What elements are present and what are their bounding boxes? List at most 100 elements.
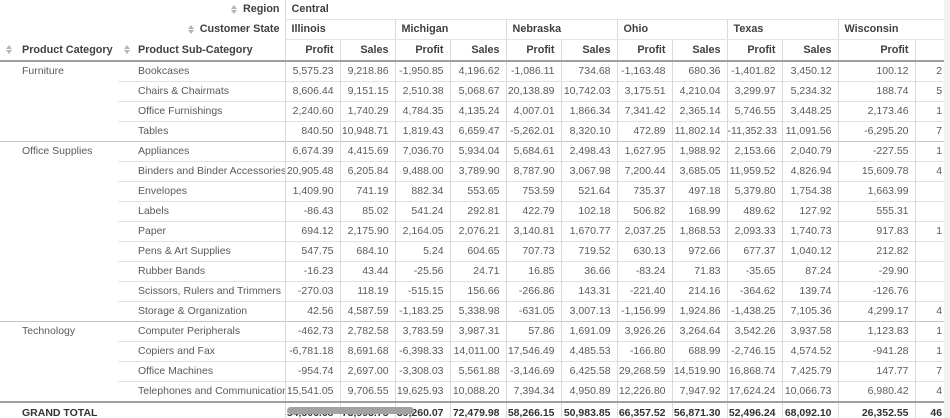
value-cell: 5,934.04: [449, 141, 507, 162]
value-cell: 422.79: [505, 201, 562, 222]
value-cell: 604.65: [449, 241, 507, 262]
value-cell: 719.52: [560, 241, 618, 262]
value-cell: -25.56: [394, 261, 451, 282]
value-cell: 118.19: [339, 281, 396, 302]
customer-state-sort-icon[interactable]: [187, 25, 194, 34]
customer-state-label-cell: Customer State: [0, 20, 285, 40]
value-cell: 4,587.59: [339, 301, 396, 322]
value-cell: 36.66: [560, 261, 618, 282]
value-cell: -3,146.69: [505, 361, 562, 382]
value-cell: 684.10: [339, 241, 396, 262]
value-cell: 11,959.52: [726, 161, 783, 182]
value-cell-truncated: 7: [914, 361, 945, 382]
product-category-sort-icon[interactable]: [6, 45, 12, 55]
value-cell: 17,546.49: [505, 341, 562, 362]
value-cell: 11,091.56: [781, 121, 839, 142]
value-cell: 741.19: [339, 181, 396, 202]
value-cell: 42.56: [284, 301, 341, 322]
value-cell: -2,746.15: [726, 341, 783, 362]
value-cell: 102.18: [560, 201, 618, 222]
value-cell: 5,338.98: [449, 301, 507, 322]
value-cell: 43.44: [339, 261, 396, 282]
value-cell: 497.18: [671, 181, 728, 202]
value-cell: 7,425.79: [781, 361, 839, 382]
subcategory-cell: Rubber Bands: [118, 261, 286, 282]
value-cell: 1,924.86: [671, 301, 728, 322]
value-cell: 20,905.48: [284, 161, 341, 182]
value-cell: 1,988.92: [671, 141, 728, 162]
value-cell: 3,926.26: [616, 321, 673, 342]
value-cell: 4,210.04: [671, 81, 728, 102]
sales-header: Sales: [560, 39, 618, 62]
value-cell: -1,183.25: [394, 301, 451, 322]
value-cell: 6,425.58: [560, 361, 618, 382]
value-cell: 8,787.90: [505, 161, 562, 182]
value-cell: 8,691.68: [339, 341, 396, 362]
right-gutter: [944, 0, 950, 418]
grand-total-value-truncated: 46: [914, 401, 945, 418]
grand-total-value: 50,983.85: [560, 401, 618, 418]
subcategory-cell: Binders and Binder Accessories: [118, 161, 286, 182]
value-cell: 292.81: [449, 201, 507, 222]
value-cell: 5,561.88: [449, 361, 507, 382]
value-cell-truncated: 7: [914, 121, 945, 142]
value-cell-truncated: 4: [914, 161, 945, 182]
value-cell: 2,076.21: [449, 221, 507, 242]
horizontal-scrollbar-thumb[interactable]: [287, 407, 414, 414]
value-cell: 2,240.60: [284, 101, 341, 122]
value-cell: 24.71: [449, 261, 507, 282]
subcategory-cell: Envelopes: [118, 181, 286, 202]
grand-total-value: 58,266.15: [505, 401, 562, 418]
profit-header: Profit: [837, 39, 916, 62]
product-subcategory-sort-icon[interactable]: [124, 45, 130, 55]
value-cell: 11,802.14: [671, 121, 728, 142]
grand-total-value: 26,352.55: [837, 401, 916, 418]
state-header-illinois: Illinois: [284, 19, 396, 40]
table-row: Labels -86.43 85.02 541.24 292.81 422.79 102.1…: [0, 201, 945, 222]
value-cell: 7,341.42: [616, 101, 673, 122]
value-cell: 2,153.66: [726, 141, 783, 162]
value-cell: 2,093.33: [726, 221, 783, 242]
value-cell: 3,175.51: [616, 81, 673, 102]
value-cell: 5,575.23: [284, 60, 341, 82]
region-sort-icon[interactable]: [230, 5, 237, 15]
value-cell: 2,164.05: [394, 221, 451, 242]
sales-header: Sales: [449, 39, 507, 62]
value-cell: -126.76: [837, 281, 916, 302]
value-cell: 2,697.00: [339, 361, 396, 382]
value-cell: 214.16: [671, 281, 728, 302]
value-cell: 2,040.79: [781, 141, 839, 162]
value-cell: -1,163.48: [616, 60, 673, 82]
region-row: Region Central: [0, 0, 945, 20]
region-value: Central: [284, 0, 945, 20]
product-category-sort-cell: [0, 39, 18, 62]
value-cell: -5,262.01: [505, 121, 562, 142]
value-cell-truncated: [914, 241, 945, 262]
value-cell: 12,226.80: [616, 381, 673, 402]
value-cell: 2,498.43: [560, 141, 618, 162]
value-cell-truncated: 1: [914, 101, 945, 122]
value-cell: 1,868.53: [671, 221, 728, 242]
value-cell: -35.65: [726, 261, 783, 282]
table-row: Furniture Bookcases 5,575.23 9,218.86 -1,950…: [0, 60, 945, 142]
value-cell: 4,196.62: [449, 60, 507, 82]
value-cell: 10,088.20: [449, 381, 507, 402]
value-cell: -515.15: [394, 281, 451, 302]
value-cell: 9,218.86: [339, 60, 396, 82]
value-cell: 7,200.44: [616, 161, 673, 182]
grand-total-value: 52,496.24: [726, 401, 783, 418]
value-cell-truncated: 4: [914, 381, 945, 402]
value-cell: -29.90: [837, 261, 916, 282]
value-cell: -3,308.03: [394, 361, 451, 382]
value-cell: 85.02: [339, 201, 396, 222]
value-cell: 472.89: [616, 121, 673, 142]
value-cell: 7,036.70: [394, 141, 451, 162]
category-cell: Technology: [0, 321, 118, 402]
value-cell: 489.62: [726, 201, 783, 222]
value-cell: 8,320.10: [560, 121, 618, 142]
value-cell-truncated: [914, 181, 945, 202]
subcategory-cell: Storage & Organization: [118, 301, 286, 322]
value-cell: 212.82: [837, 241, 916, 262]
table-row: Office Machines -954.74 2,697.00 -3,308.03 5…: [0, 361, 945, 382]
